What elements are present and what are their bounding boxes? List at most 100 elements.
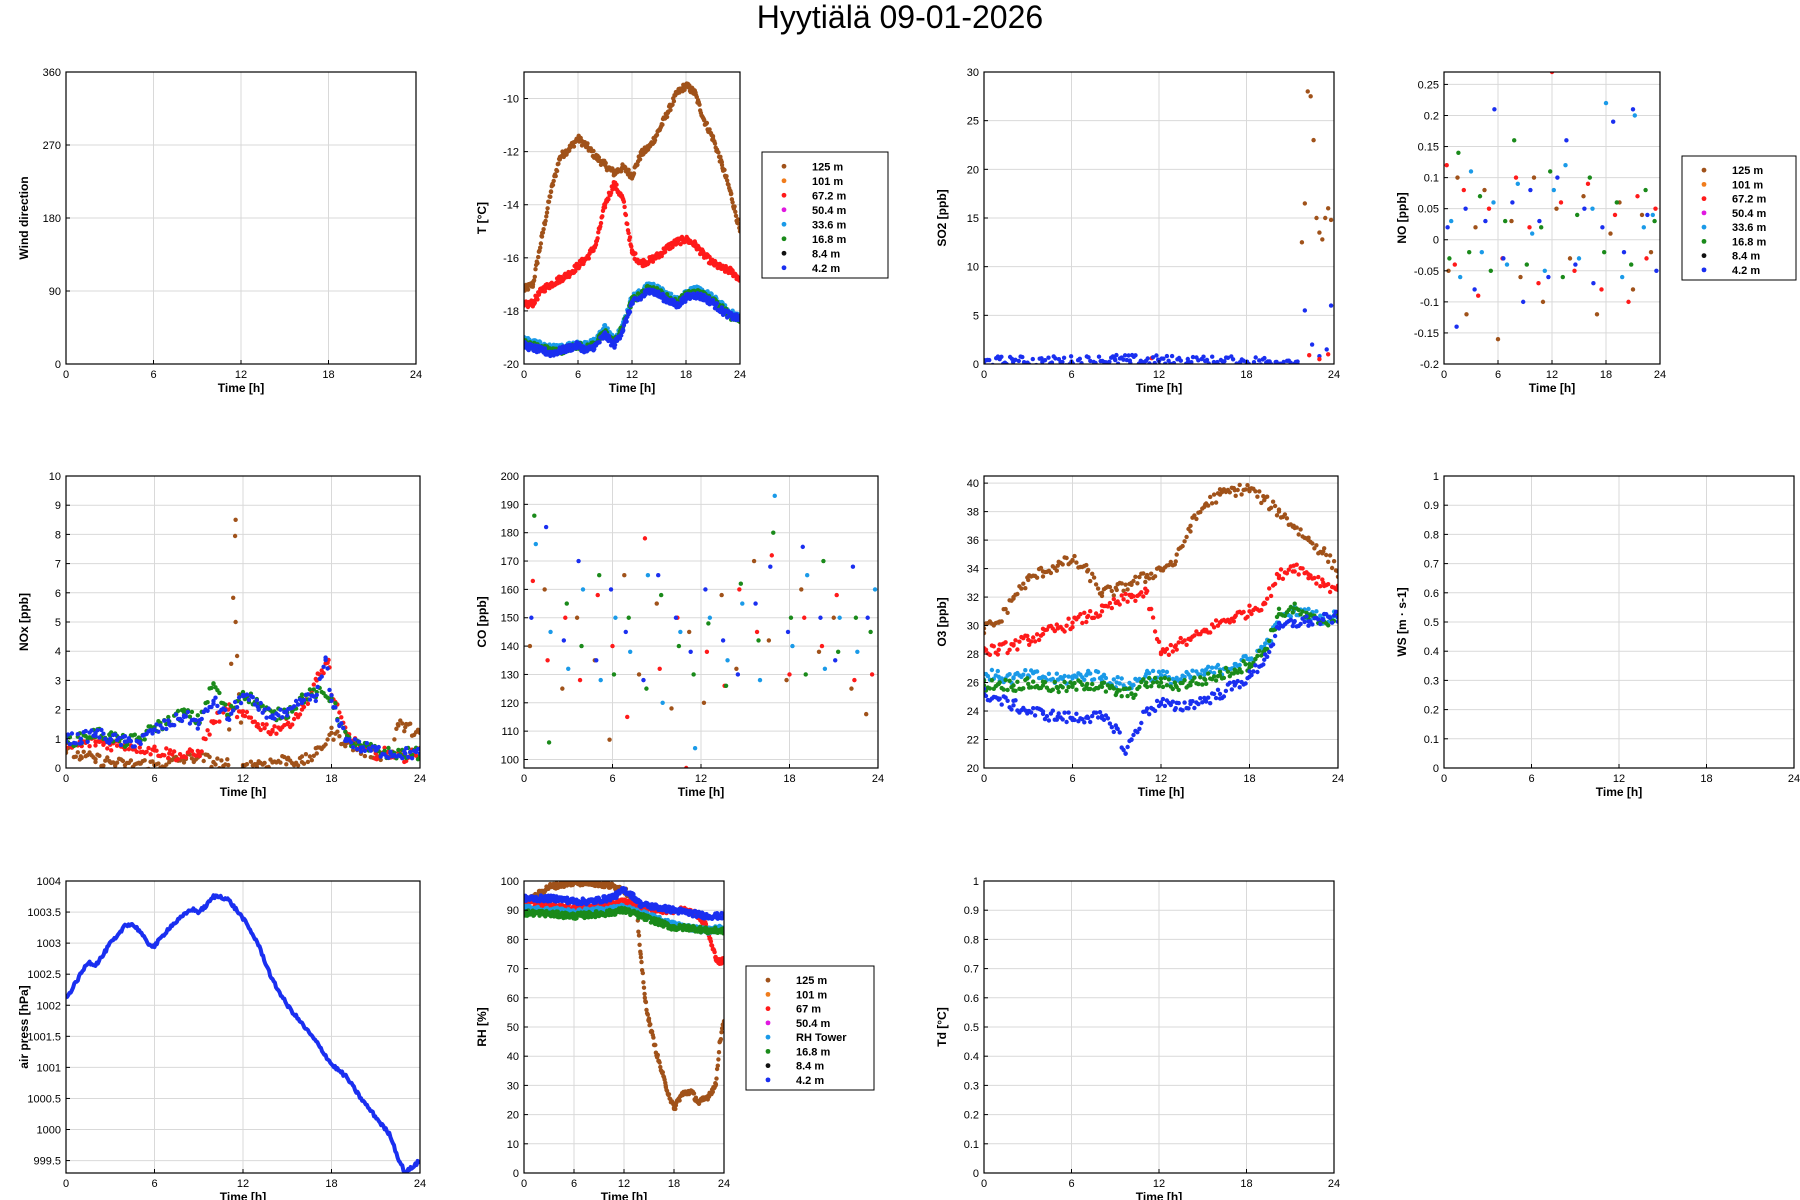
data-point bbox=[1111, 596, 1117, 602]
data-point bbox=[1221, 694, 1227, 699]
y-tick-label: 0.4 bbox=[1424, 646, 1439, 658]
data-point bbox=[799, 587, 804, 592]
data-point bbox=[323, 742, 328, 747]
data-point bbox=[321, 664, 326, 669]
data-point bbox=[1473, 225, 1478, 230]
data-point bbox=[1064, 688, 1069, 694]
data-point bbox=[545, 206, 550, 211]
data-point bbox=[622, 204, 627, 210]
data-point bbox=[213, 719, 218, 725]
y-tick-label: -16 bbox=[503, 253, 519, 265]
data-point bbox=[78, 736, 83, 741]
data-point bbox=[1097, 684, 1103, 689]
y-tick-label: 20 bbox=[967, 164, 979, 176]
data-point bbox=[248, 759, 254, 764]
data-point bbox=[636, 933, 642, 938]
data-point bbox=[314, 751, 319, 756]
data-point bbox=[396, 723, 401, 728]
data-point bbox=[1539, 225, 1544, 230]
data-point bbox=[1468, 169, 1474, 174]
data-point bbox=[1066, 684, 1071, 690]
data-point bbox=[1253, 355, 1258, 360]
data-point bbox=[1170, 686, 1176, 692]
data-point bbox=[187, 714, 193, 719]
data-point bbox=[258, 727, 263, 733]
data-point bbox=[1206, 361, 1211, 364]
data-point bbox=[213, 695, 218, 700]
data-point bbox=[264, 722, 269, 727]
y-tick-label: 1001.5 bbox=[27, 1031, 61, 1043]
data-point bbox=[1198, 365, 1202, 369]
data-point bbox=[1326, 623, 1331, 628]
data-point bbox=[1322, 546, 1327, 551]
y-tick-label: 0.9 bbox=[1424, 500, 1439, 512]
data-point bbox=[1542, 268, 1548, 274]
data-point bbox=[594, 658, 599, 663]
data-point bbox=[1245, 483, 1250, 488]
data-point bbox=[660, 1070, 665, 1075]
data-point bbox=[1461, 187, 1467, 193]
data-point bbox=[1245, 614, 1250, 619]
data-point bbox=[639, 959, 644, 965]
data-point bbox=[193, 718, 198, 723]
data-point bbox=[1235, 487, 1240, 493]
data-point bbox=[1182, 638, 1187, 643]
data-point bbox=[252, 719, 257, 724]
data-point bbox=[1229, 687, 1235, 692]
data-point bbox=[1202, 695, 1207, 701]
data-point bbox=[325, 666, 330, 671]
data-point bbox=[991, 644, 996, 649]
data-point bbox=[1158, 702, 1164, 707]
data-point bbox=[611, 672, 617, 677]
data-point bbox=[566, 666, 571, 671]
data-point bbox=[612, 342, 618, 348]
data-point bbox=[83, 733, 88, 739]
data-point bbox=[1504, 262, 1510, 267]
data-point bbox=[563, 615, 568, 620]
data-point bbox=[1006, 365, 1010, 369]
data-point bbox=[128, 738, 134, 744]
data-point bbox=[636, 672, 642, 677]
data-point bbox=[1314, 215, 1319, 221]
data-point bbox=[368, 748, 373, 753]
data-point bbox=[93, 759, 98, 765]
data-point bbox=[282, 754, 287, 760]
data-point bbox=[1237, 662, 1242, 668]
data-point bbox=[1318, 584, 1323, 589]
data-point bbox=[1068, 354, 1074, 359]
series-125-m bbox=[984, 482, 1338, 636]
data-point bbox=[790, 643, 795, 649]
data-point bbox=[592, 346, 597, 352]
data-point bbox=[1119, 676, 1124, 681]
y-tick-label: 9 bbox=[55, 500, 61, 512]
data-point bbox=[1290, 610, 1296, 615]
data-point bbox=[707, 127, 712, 132]
data-point bbox=[816, 649, 822, 654]
data-point bbox=[1091, 677, 1097, 682]
data-point bbox=[1316, 574, 1321, 580]
data-point bbox=[1062, 710, 1067, 715]
data-point bbox=[1152, 675, 1158, 681]
data-point bbox=[864, 711, 869, 717]
data-point bbox=[1208, 630, 1213, 635]
data-point bbox=[1300, 616, 1305, 621]
data-point bbox=[1575, 212, 1580, 218]
data-point bbox=[1235, 678, 1240, 684]
data-point bbox=[1537, 218, 1542, 224]
data-point bbox=[386, 755, 391, 760]
data-point bbox=[1056, 711, 1061, 716]
data-point bbox=[1306, 535, 1311, 540]
data-point bbox=[1211, 670, 1217, 676]
data-point bbox=[1324, 347, 1329, 352]
data-point bbox=[1178, 358, 1184, 363]
data-point bbox=[321, 671, 326, 676]
x-axis-label: Time [h] bbox=[220, 1190, 266, 1200]
data-point bbox=[229, 703, 234, 709]
y-tick-label: -10 bbox=[503, 94, 519, 106]
x-tick-label: 6 bbox=[151, 1178, 157, 1190]
data-point bbox=[1650, 212, 1656, 218]
data-point bbox=[1072, 680, 1077, 686]
data-point bbox=[114, 743, 120, 748]
data-point bbox=[311, 753, 316, 758]
